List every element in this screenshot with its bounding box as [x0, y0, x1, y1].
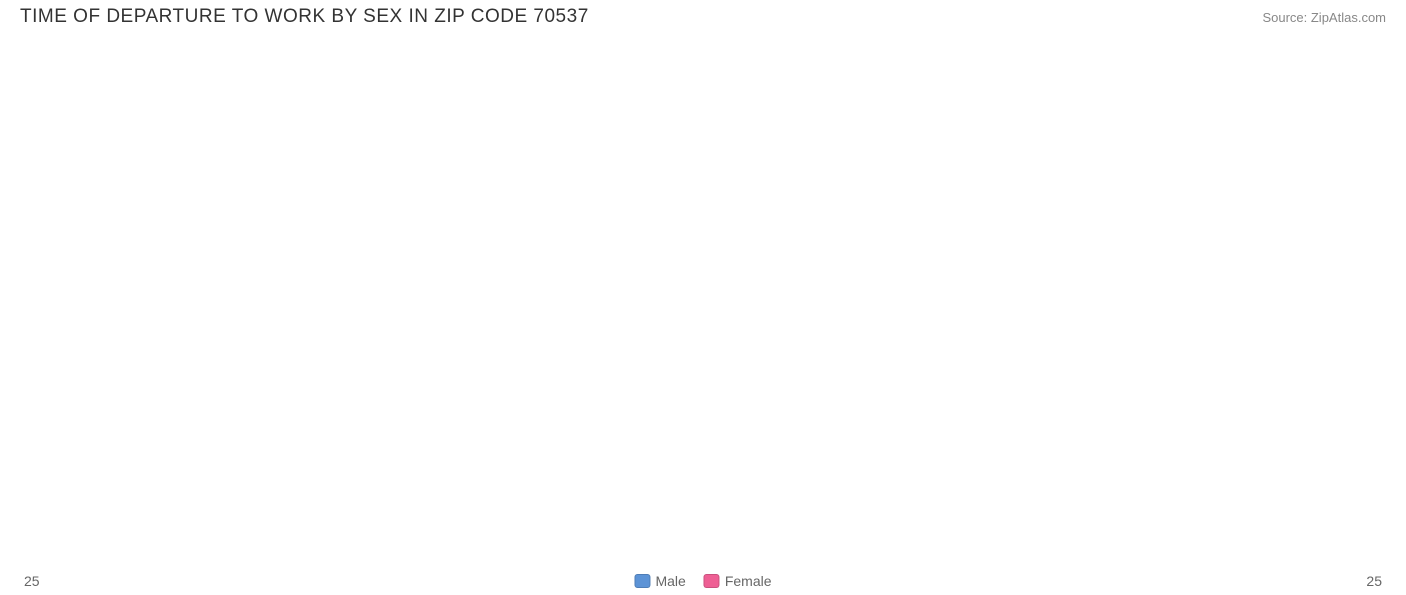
female-swatch-icon	[704, 574, 720, 588]
male-swatch-icon	[634, 574, 650, 588]
legend-female-label: Female	[725, 573, 772, 589]
legend-female: Female	[704, 573, 772, 589]
axis-max-right: 25	[1366, 573, 1382, 589]
legend-male-label: Male	[655, 573, 685, 589]
chart-title: TIME OF DEPARTURE TO WORK BY SEX IN ZIP …	[20, 6, 589, 28]
diverging-bar-chart	[0, 32, 1406, 36]
legend-male: Male	[634, 573, 685, 589]
chart-source: Source: ZipAtlas.com	[1262, 10, 1386, 25]
legend: Male Female	[634, 573, 771, 589]
chart-footer: 25 Male Female 25	[0, 573, 1406, 589]
axis-max-left: 25	[24, 573, 40, 589]
